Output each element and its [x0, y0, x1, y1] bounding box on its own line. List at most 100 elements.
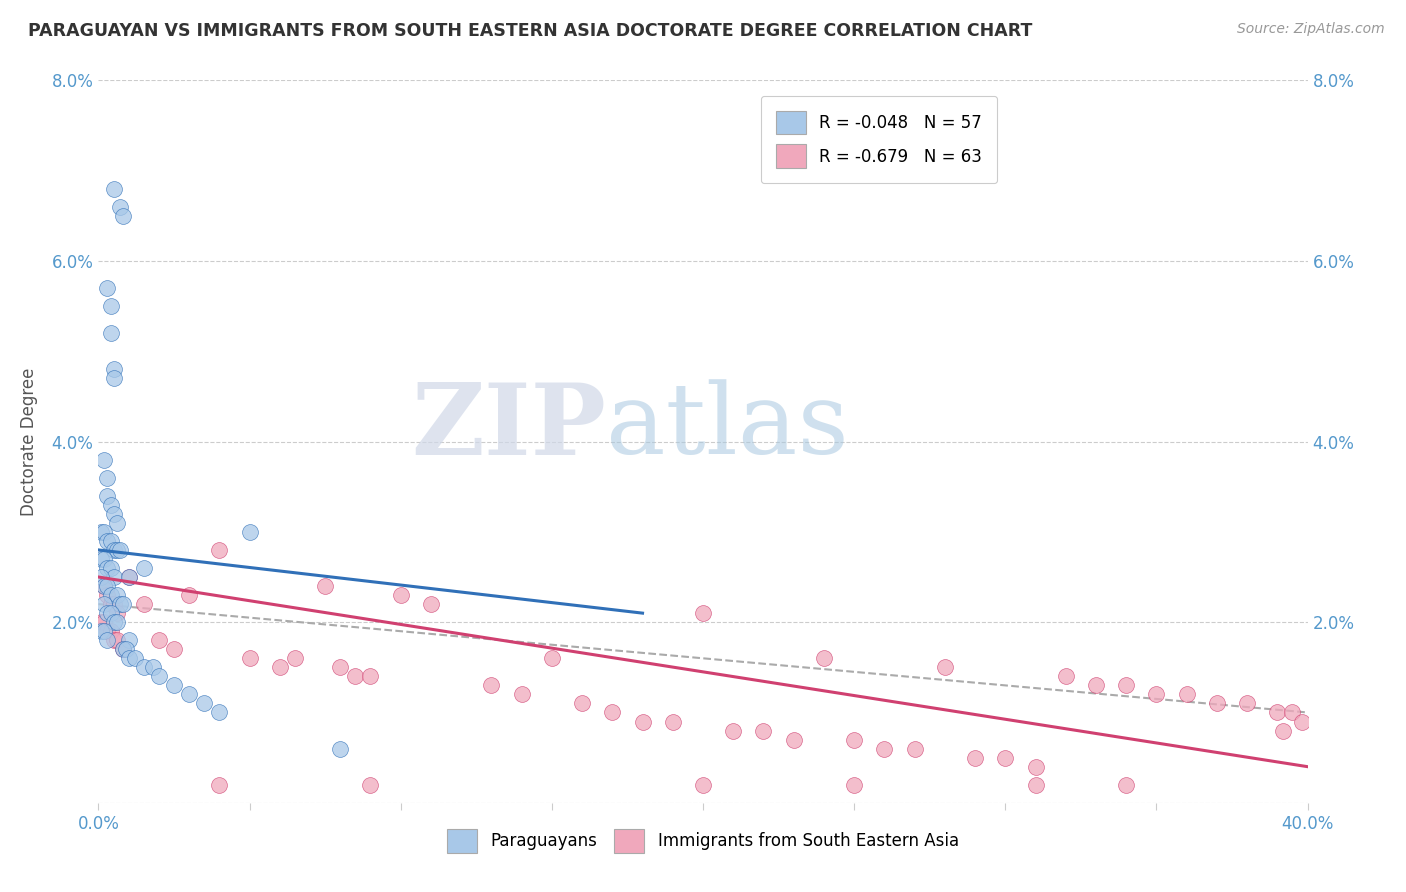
- Point: [934, 660, 956, 674]
- Point: [873, 741, 896, 756]
- Text: atlas: atlas: [606, 379, 849, 475]
- Point: [314, 579, 336, 593]
- Point: [1291, 714, 1313, 729]
- Point: [813, 651, 835, 665]
- Point: [752, 723, 775, 738]
- Point: [103, 570, 125, 584]
- Point: [193, 697, 215, 711]
- Text: ZIP: ZIP: [412, 378, 606, 475]
- Point: [1024, 760, 1046, 774]
- Point: [100, 561, 122, 575]
- Point: [239, 651, 262, 665]
- Point: [118, 633, 141, 648]
- Point: [994, 750, 1017, 764]
- Point: [1267, 706, 1289, 720]
- Point: [571, 697, 593, 711]
- Point: [114, 642, 136, 657]
- Text: Source: ZipAtlas.com: Source: ZipAtlas.com: [1237, 22, 1385, 37]
- Point: [118, 651, 141, 665]
- Point: [100, 588, 122, 602]
- Point: [1085, 678, 1108, 692]
- Point: [208, 542, 231, 557]
- Point: [105, 588, 128, 602]
- Point: [179, 687, 201, 701]
- Point: [100, 606, 122, 620]
- Point: [1115, 778, 1137, 792]
- Point: [965, 750, 987, 764]
- Point: [96, 606, 118, 620]
- Point: [105, 542, 128, 557]
- Point: [90, 624, 112, 639]
- Point: [100, 533, 122, 548]
- Point: [93, 552, 115, 566]
- Point: [100, 498, 122, 512]
- Point: [208, 706, 231, 720]
- Point: [103, 507, 125, 521]
- Point: [96, 489, 118, 503]
- Point: [118, 570, 141, 584]
- Point: [93, 524, 115, 539]
- Point: [329, 741, 352, 756]
- Point: [692, 778, 714, 792]
- Point: [329, 660, 352, 674]
- Point: [118, 570, 141, 584]
- Point: [239, 524, 262, 539]
- Point: [1144, 687, 1167, 701]
- Point: [1054, 669, 1077, 683]
- Point: [93, 579, 115, 593]
- Point: [108, 597, 131, 611]
- Point: [93, 597, 115, 611]
- Point: [1175, 687, 1198, 701]
- Point: [111, 209, 134, 223]
- Point: [692, 606, 714, 620]
- Point: [661, 714, 683, 729]
- Point: [132, 561, 155, 575]
- Point: [179, 588, 201, 602]
- Point: [148, 669, 170, 683]
- Point: [100, 326, 122, 340]
- Point: [96, 624, 118, 639]
- Point: [90, 552, 112, 566]
- Point: [111, 642, 134, 657]
- Point: [360, 669, 382, 683]
- Point: [602, 706, 624, 720]
- Point: [111, 642, 134, 657]
- Text: PARAGUAYAN VS IMMIGRANTS FROM SOUTH EASTERN ASIA DOCTORATE DEGREE CORRELATION CH: PARAGUAYAN VS IMMIGRANTS FROM SOUTH EAST…: [28, 22, 1032, 40]
- Point: [90, 615, 112, 630]
- Point: [103, 597, 125, 611]
- Point: [420, 597, 443, 611]
- Point: [96, 588, 118, 602]
- Point: [96, 579, 118, 593]
- Point: [103, 542, 125, 557]
- Point: [103, 633, 125, 648]
- Point: [844, 778, 866, 792]
- Point: [148, 633, 170, 648]
- Point: [510, 687, 533, 701]
- Point: [105, 606, 128, 620]
- Point: [100, 299, 122, 313]
- Point: [93, 624, 115, 639]
- Point: [163, 642, 186, 657]
- Point: [96, 633, 118, 648]
- Point: [344, 669, 367, 683]
- Point: [360, 778, 382, 792]
- Point: [103, 362, 125, 376]
- Point: [93, 615, 115, 630]
- Point: [163, 678, 186, 692]
- Point: [1206, 697, 1229, 711]
- Point: [723, 723, 745, 738]
- Point: [105, 516, 128, 530]
- Point: [540, 651, 562, 665]
- Point: [142, 660, 165, 674]
- Point: [96, 533, 118, 548]
- Point: [90, 524, 112, 539]
- Point: [1236, 697, 1258, 711]
- Point: [284, 651, 307, 665]
- Point: [108, 542, 131, 557]
- Y-axis label: Doctorate Degree: Doctorate Degree: [20, 368, 38, 516]
- Point: [904, 741, 927, 756]
- Point: [93, 452, 115, 467]
- Point: [844, 732, 866, 747]
- Point: [103, 181, 125, 195]
- Point: [132, 660, 155, 674]
